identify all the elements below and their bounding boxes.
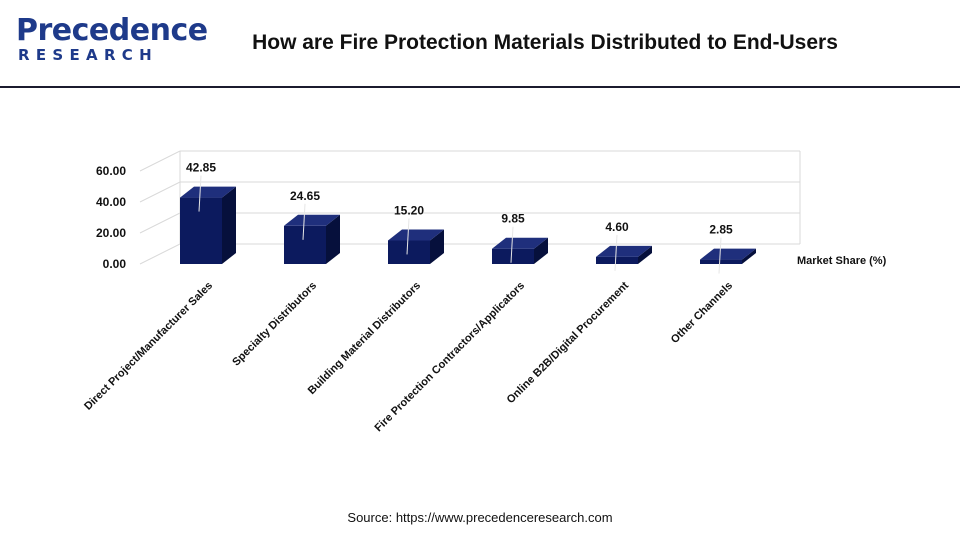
header: Precedence RESEARCH How are Fire Protect… [0,0,960,88]
data-label-leader [406,218,410,255]
data-label-leader [302,203,306,240]
bar-top [388,229,444,241]
bar-side [534,237,548,264]
data-label: 42.85 [186,161,216,175]
bar [596,256,638,264]
category-label: Specialty Distributors [230,280,319,369]
chart-title: How are Fire Protection Materials Distri… [252,31,838,54]
category-label: Building Material Distributors [306,280,423,397]
bar-top [284,214,340,226]
bar-top [492,237,548,249]
legend-label: Market Share (%) [797,255,887,267]
y-tick-label: 60.00 [96,164,126,178]
category-label: Other Channels [669,280,735,346]
data-label-leader [198,175,202,212]
bar-side [638,245,652,264]
data-label: 9.85 [501,212,525,226]
data-label: 24.65 [290,189,320,203]
bar [700,259,742,264]
data-label-leader [718,237,722,274]
category-label: Online B2B/Digital Procurement [505,279,632,406]
bar-side [326,214,340,264]
data-label: 2.85 [709,223,733,237]
source-text: Source: https://www.precedenceresearch.c… [347,510,613,525]
logo-sub-text: RESEARCH [18,46,158,64]
gridline-depth [139,243,181,265]
data-label-leader [614,234,618,271]
gridline-depth [139,181,181,203]
category-label: Direct Project/Manufacturer Sales [82,280,215,413]
bar [492,248,534,264]
y-tick-label: 20.00 [96,226,126,240]
gridline-depth [139,150,181,172]
bar-top [180,186,236,198]
bar-side [742,248,756,264]
bar-side [222,186,236,264]
bar [284,225,326,264]
bar-chart: 0.00 20.00 40.00 60.00 42.85 Direct Project/M… [82,150,887,434]
y-tick-label: 40.00 [96,195,126,209]
y-tick-label: 0.00 [103,257,127,271]
bar-top [596,245,652,257]
bar [388,240,430,264]
data-label-leader [510,226,514,263]
gridline-depth [139,212,181,234]
bar-side [430,229,444,264]
bar-top [700,248,756,260]
logo-main-text: Precedence [16,13,208,48]
data-label: 4.60 [605,220,629,234]
data-label: 15.20 [394,203,424,217]
bar [180,197,222,264]
logo: Precedence RESEARCH [16,14,208,74]
